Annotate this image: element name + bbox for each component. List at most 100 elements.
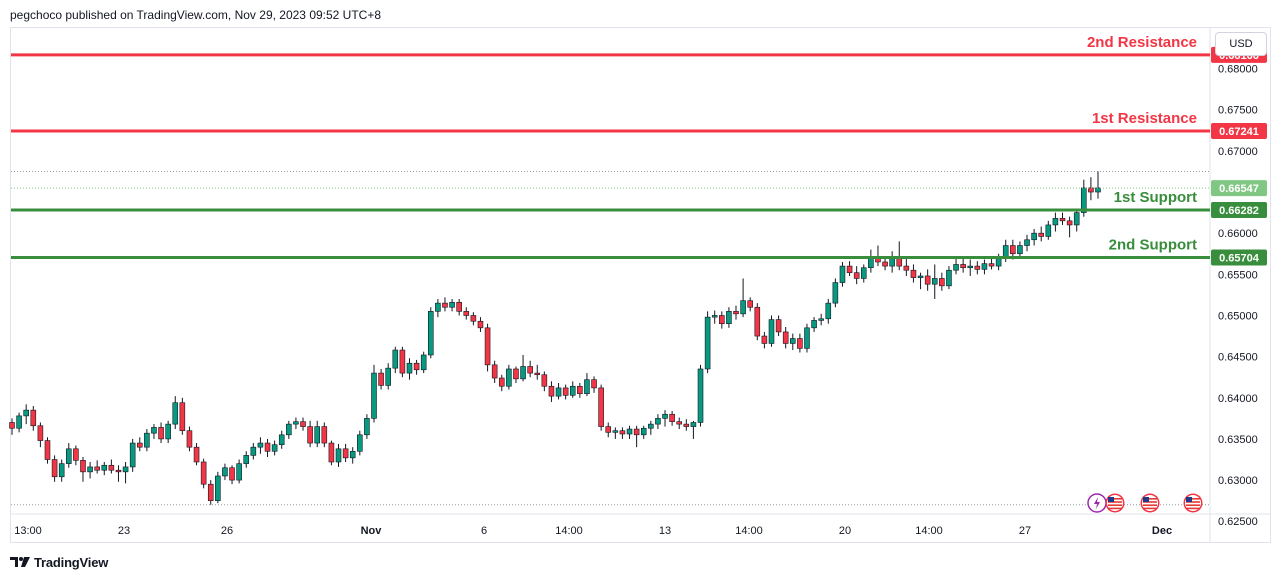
candle-body	[321, 426, 328, 444]
candle	[257, 437, 264, 454]
2nd-support-label: 2nd Support	[1109, 237, 1197, 254]
candle-body	[1073, 212, 1080, 226]
candle	[683, 419, 690, 431]
candle	[427, 307, 434, 359]
candle-body	[1031, 232, 1037, 241]
candle	[73, 445, 79, 466]
candle-body	[733, 311, 739, 315]
candle	[719, 311, 725, 329]
us-flag-icon[interactable]	[1105, 493, 1125, 513]
candle	[44, 437, 51, 464]
candle-body	[186, 430, 193, 448]
candle-body	[427, 311, 434, 356]
candle-body	[200, 461, 207, 485]
candle-body	[73, 448, 79, 461]
candle-body	[172, 402, 179, 425]
candle-body	[207, 483, 214, 501]
candle	[818, 313, 824, 326]
candle	[648, 420, 654, 435]
candle	[853, 266, 860, 285]
candle-body	[1088, 187, 1094, 193]
candle-body	[30, 409, 37, 427]
candle	[406, 358, 413, 380]
candle	[80, 457, 86, 482]
candle	[733, 305, 739, 320]
candle	[1045, 220, 1052, 240]
candle	[136, 437, 143, 452]
2nd-support-price-tag-bg	[1211, 249, 1267, 266]
candle-body	[37, 425, 44, 441]
events-layer	[1087, 493, 1203, 513]
time-tick: 20	[839, 525, 851, 537]
candle-body	[903, 265, 910, 271]
candle	[229, 465, 235, 485]
candle	[747, 297, 753, 312]
candle	[931, 264, 938, 300]
lightning-icon[interactable]	[1087, 493, 1107, 513]
us-flag-icon[interactable]	[1183, 493, 1203, 513]
candle	[94, 460, 100, 474]
candle	[534, 364, 541, 380]
candle	[435, 299, 441, 318]
candle-body	[1038, 232, 1044, 237]
candle	[491, 360, 498, 383]
candle-body	[87, 466, 93, 473]
candle-body	[924, 275, 931, 285]
candle	[910, 264, 917, 283]
candle-body	[896, 257, 903, 267]
candle	[704, 311, 711, 374]
candle-body	[775, 319, 782, 333]
price-tick: 0.65500	[1218, 269, 1258, 281]
levels-layer: 2nd Resistance 1st Resistance 1st Support 2…	[11, 34, 1210, 260]
candle-body	[420, 354, 427, 371]
candle-body	[555, 387, 562, 397]
candle	[662, 410, 668, 427]
candle-body	[286, 423, 292, 436]
candle-body	[463, 311, 470, 316]
candle	[335, 443, 342, 467]
candle	[243, 451, 250, 468]
candle	[541, 371, 548, 392]
2nd-support-price-tag-text: 0.65704	[1219, 253, 1260, 265]
candle	[328, 440, 335, 466]
candle	[236, 459, 242, 484]
candle-body	[648, 423, 654, 429]
candle-body	[293, 421, 299, 425]
candle-body	[491, 364, 498, 379]
candle	[399, 346, 406, 378]
candle	[1024, 234, 1030, 252]
candle-body	[768, 319, 775, 344]
candle-body	[605, 426, 612, 433]
candle	[868, 249, 874, 273]
candle-body	[470, 315, 477, 322]
candle	[158, 422, 164, 444]
1st-resistance-price-tag: 0.67241	[1211, 123, 1267, 140]
currency-button[interactable]: USD	[1215, 32, 1267, 56]
price-tick: 0.66000	[1218, 228, 1258, 240]
candle-body	[349, 450, 356, 459]
price-tick: 0.67000	[1218, 146, 1258, 158]
candle-body	[23, 409, 29, 417]
candle	[612, 427, 619, 439]
candle-body	[80, 460, 86, 473]
candle	[378, 368, 384, 390]
us-flag-icon[interactable]	[1140, 493, 1160, 513]
candle	[186, 426, 193, 452]
candle	[300, 417, 306, 431]
candle-body	[456, 302, 462, 312]
2nd-support-price-tag: 0.65704	[1211, 249, 1267, 266]
candle-body	[243, 455, 250, 464]
candle-body	[789, 338, 796, 344]
candle	[442, 297, 448, 312]
candle	[903, 257, 910, 276]
candle	[16, 412, 22, 433]
candle	[555, 382, 562, 400]
candle-body	[94, 466, 100, 471]
candle-body	[378, 372, 384, 386]
candle-body	[719, 315, 725, 325]
candle-body	[300, 421, 306, 427]
candle	[1031, 229, 1037, 246]
candle	[101, 461, 108, 476]
candle	[676, 417, 683, 430]
